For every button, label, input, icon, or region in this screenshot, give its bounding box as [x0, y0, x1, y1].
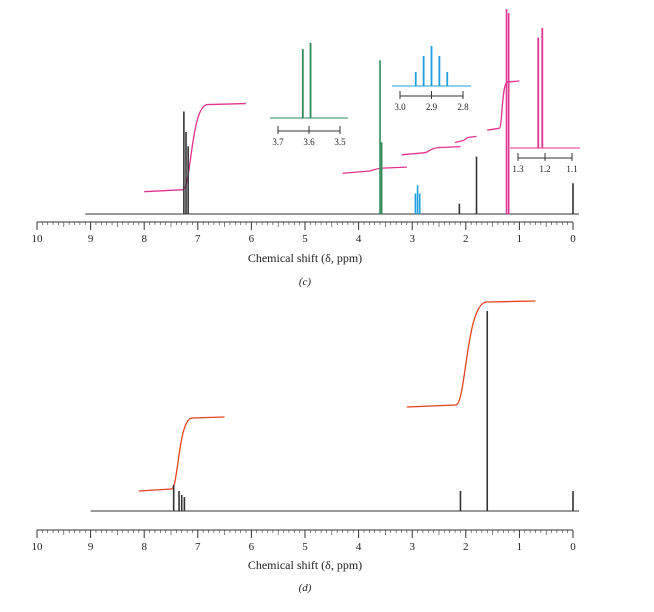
x-tick-label: 5 — [302, 233, 308, 245]
x-tick-label: 7 — [195, 233, 201, 245]
inset-tick-label: 3.5 — [334, 137, 346, 147]
integral-curve — [342, 166, 407, 174]
integral-curve — [487, 80, 520, 131]
x-tick-label: 9 — [88, 541, 94, 553]
multiplet-inset: 3.7 3.6 3.5 — [270, 43, 348, 147]
x-tick-label: 3 — [409, 233, 415, 245]
inset-tick-label: 1.2 — [539, 164, 550, 174]
inset-tick-label: 1.3 — [512, 164, 524, 174]
inset-tick-label: 3.7 — [272, 137, 284, 147]
x-tick-label: 8 — [141, 541, 147, 553]
inset-tick-label: 3.6 — [303, 137, 315, 147]
x-tick-label: 0 — [570, 541, 576, 553]
x-tick-label: 5 — [302, 541, 308, 553]
integral-curve — [138, 416, 225, 492]
x-tick-label: 4 — [356, 541, 362, 553]
x-tick-label: 2 — [463, 541, 469, 553]
integral-curve — [454, 135, 477, 144]
panel-label: (d) — [299, 582, 312, 594]
x-tick-label: 3 — [409, 541, 415, 553]
panel-label: (c) — [299, 276, 312, 288]
x-tick-label: 1 — [517, 233, 523, 245]
multiplet-inset: 1.3 1.2 1.1 — [510, 28, 580, 174]
x-tick-label: 10 — [32, 233, 44, 245]
x-tick-label: 0 — [570, 233, 576, 245]
x-tick-label: 6 — [249, 541, 255, 553]
x-tick-label: 1 — [517, 541, 523, 553]
integral-curve — [144, 102, 247, 193]
x-tick-label: 10 — [32, 541, 44, 553]
multiplet-inset: 3.0 2.9 2.8 — [392, 46, 471, 112]
integral-curve — [401, 145, 461, 156]
x-tick-label: 2 — [463, 233, 469, 245]
x-tick-label: 4 — [356, 233, 362, 245]
inset-tick-label: 2.8 — [457, 102, 469, 112]
inset-tick-label: 1.1 — [566, 164, 577, 174]
inset-tick-label: 2.9 — [426, 102, 438, 112]
x-tick-label: 7 — [195, 541, 201, 553]
integral-curve — [406, 300, 536, 408]
x-axis-title: Chemical shift (δ, ppm) — [248, 558, 362, 572]
x-tick-label: 6 — [249, 233, 255, 245]
inset-tick-label: 3.0 — [394, 102, 406, 112]
x-axis-title: Chemical shift (δ, ppm) — [248, 251, 362, 265]
x-tick-label: 9 — [88, 233, 94, 245]
x-tick-label: 8 — [141, 233, 147, 245]
